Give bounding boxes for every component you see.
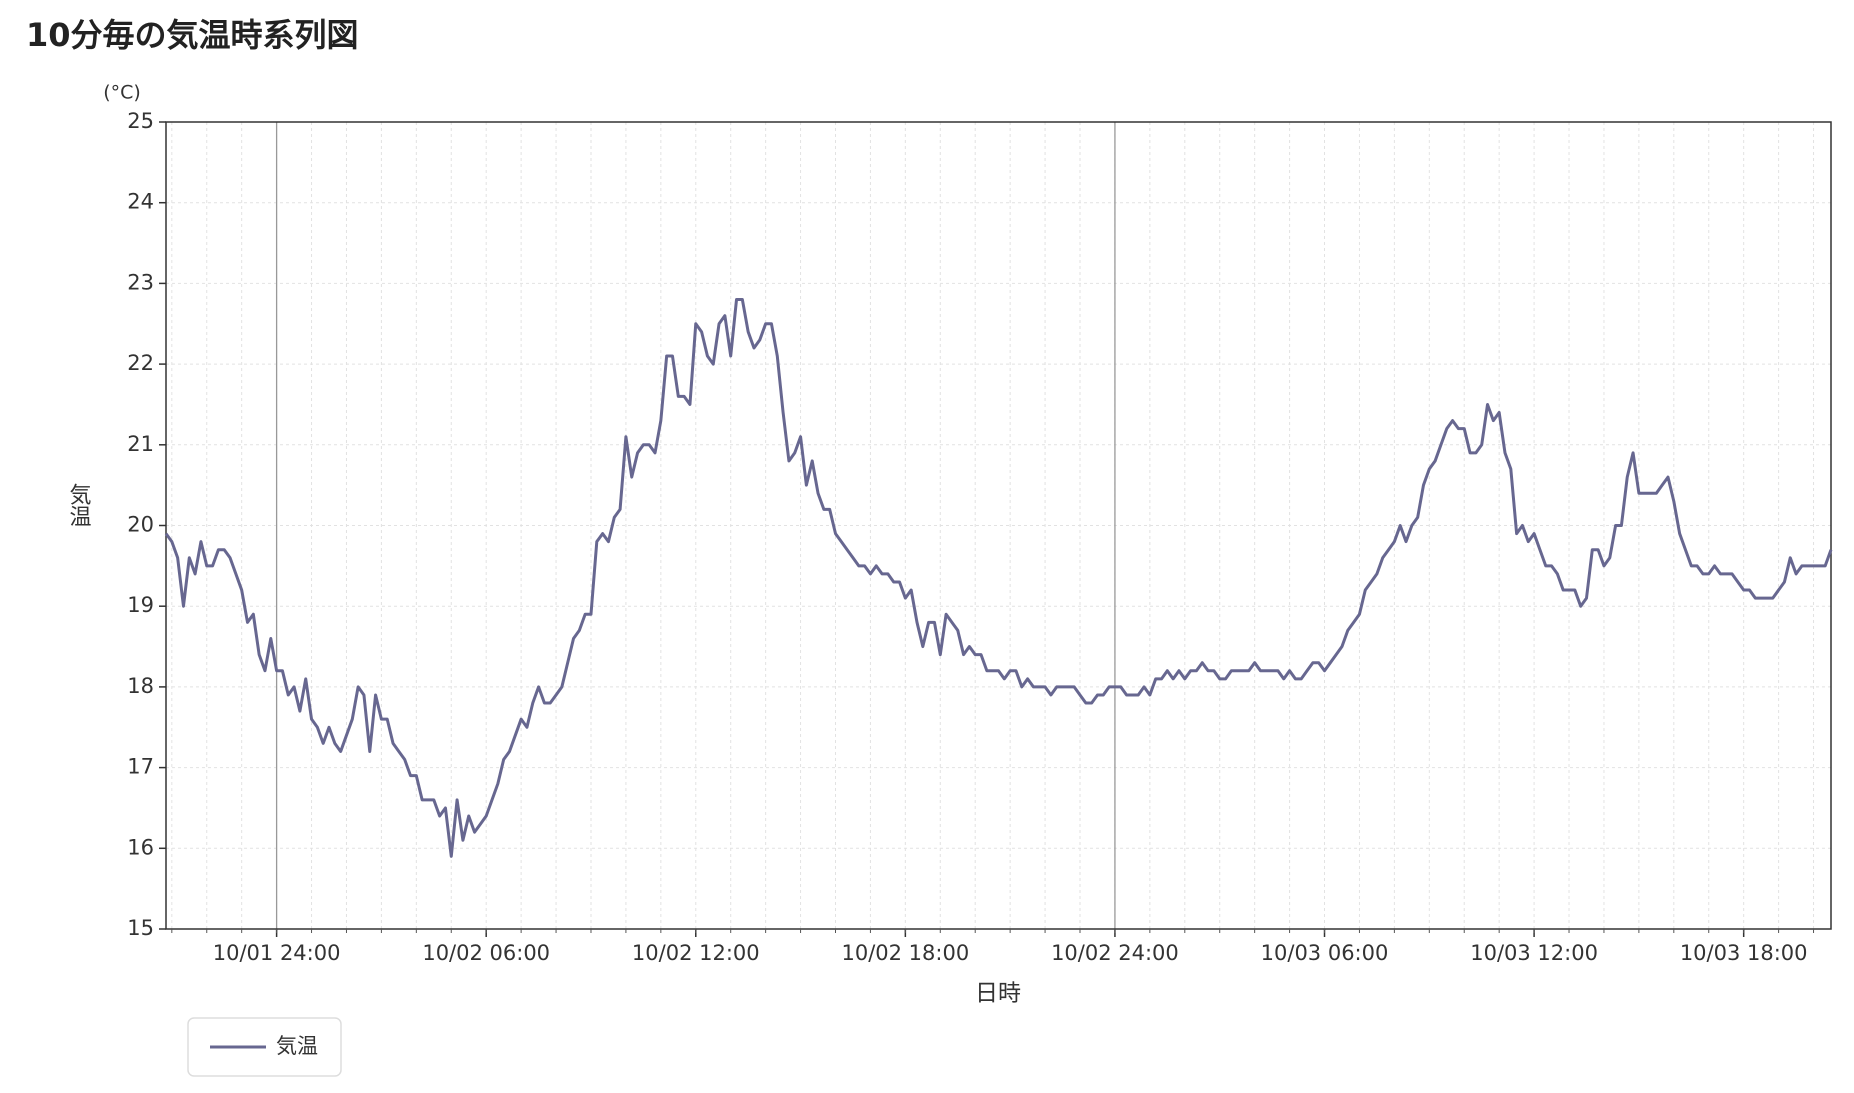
chart-title: 10分毎の気温時系列図 [26, 16, 359, 54]
y-tick-label: 17 [127, 755, 154, 779]
y-tick-label: 19 [127, 593, 154, 617]
x-tick-label: 10/02 24:00 [1051, 941, 1179, 965]
y-tick-label: 25 [127, 109, 154, 133]
y-unit: (°C) [103, 82, 141, 104]
y-tick-label: 16 [127, 835, 154, 859]
legend-label: 気温 [276, 1034, 318, 1058]
data-line [164, 298, 1833, 858]
x-tick-label: 10/01 24:00 [213, 941, 341, 965]
x-tick-label: 10/02 06:00 [422, 941, 550, 965]
x-axis-label: 日時 [975, 981, 1021, 1007]
x-tick-label: 10/03 18:00 [1680, 941, 1808, 965]
x-tick-label: 10/02 18:00 [841, 941, 969, 965]
y-tick-label: 22 [127, 351, 154, 375]
plot-frame [165, 121, 1832, 930]
y-tick-label: 23 [127, 270, 154, 294]
x-tick-label: 10/03 12:00 [1470, 941, 1598, 965]
y-tick-label: 18 [127, 674, 154, 698]
x-tick-label: 10/02 12:00 [632, 941, 760, 965]
y-axis-label: 気温 [66, 483, 92, 527]
x-tick-label: 10/03 06:00 [1261, 941, 1389, 965]
y-tick-label: 15 [127, 916, 154, 940]
y-tick-label: 21 [127, 432, 154, 456]
y-tick-label: 20 [127, 513, 154, 537]
y-tick-label: 24 [127, 190, 154, 214]
